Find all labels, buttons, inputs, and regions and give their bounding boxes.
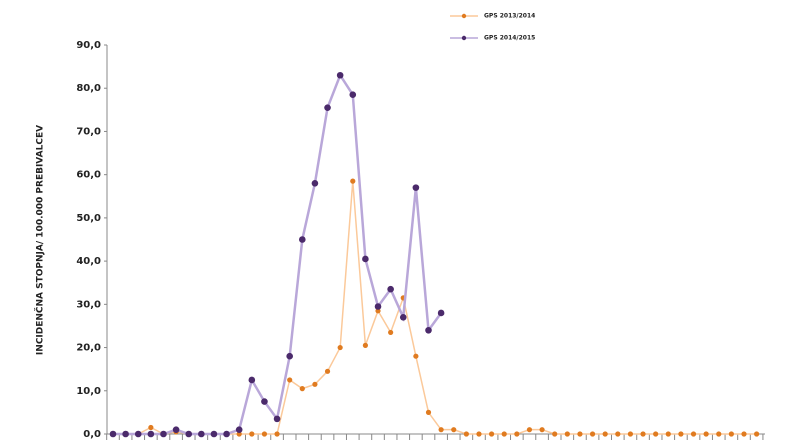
point — [223, 430, 230, 438]
point — [564, 431, 570, 437]
point — [703, 431, 709, 437]
point — [362, 342, 368, 348]
point — [248, 376, 256, 384]
point — [665, 431, 671, 437]
y-tick-label: 70,0 — [76, 126, 101, 137]
point — [350, 178, 356, 184]
point — [514, 431, 520, 437]
y-tick-label: 90,0 — [76, 40, 101, 51]
point — [425, 326, 432, 334]
point — [299, 236, 306, 243]
point — [198, 430, 205, 438]
point — [172, 426, 180, 433]
point — [122, 430, 129, 438]
point — [678, 431, 684, 437]
point — [615, 431, 621, 437]
point — [286, 352, 293, 360]
point — [501, 431, 507, 437]
point — [728, 431, 734, 437]
y-tick-label: 30,0 — [76, 299, 101, 310]
point — [412, 184, 420, 191]
point — [147, 430, 155, 438]
point — [526, 427, 533, 433]
point — [539, 427, 545, 433]
point — [388, 329, 394, 336]
point — [476, 431, 482, 437]
y-tick-label: 50,0 — [76, 213, 101, 224]
point — [437, 309, 445, 317]
point — [337, 344, 343, 351]
point — [589, 431, 596, 437]
point — [148, 424, 154, 431]
point — [185, 430, 193, 438]
point — [362, 255, 369, 263]
y-tick-label: 10,0 — [76, 386, 101, 397]
point — [716, 431, 722, 437]
point — [210, 430, 218, 438]
point — [312, 381, 318, 387]
point — [602, 431, 608, 437]
point — [627, 431, 634, 437]
y-axis-title: INCIDENČNA STOPNJA/ 100.000 PREBIVALCEV — [34, 125, 46, 355]
point — [552, 431, 558, 437]
point — [374, 303, 382, 310]
legend-marker — [461, 35, 467, 41]
point — [413, 353, 419, 359]
point — [690, 431, 697, 437]
y-tick-label: 60,0 — [76, 170, 101, 181]
point — [299, 386, 305, 392]
point — [336, 71, 344, 79]
y-tick-label: 0,0 — [83, 429, 101, 440]
point — [387, 285, 394, 293]
point — [754, 431, 760, 437]
point — [287, 377, 293, 383]
point — [425, 409, 432, 415]
legend-label: GPS 2014/2015 — [484, 35, 535, 42]
point — [653, 431, 659, 437]
point — [489, 431, 495, 437]
point — [438, 427, 444, 433]
point — [741, 431, 747, 437]
point — [324, 104, 331, 111]
y-tick-label: 80,0 — [76, 83, 101, 94]
point — [463, 431, 469, 437]
point — [274, 431, 280, 437]
point — [160, 430, 167, 438]
legend-label: GPS 2013/2014 — [484, 13, 535, 20]
point — [399, 314, 407, 321]
point — [261, 431, 268, 437]
y-tick-label: 20,0 — [76, 343, 101, 354]
point — [109, 430, 117, 438]
point — [249, 431, 255, 437]
point — [311, 180, 319, 187]
y-tick-label: 40,0 — [76, 256, 101, 267]
point — [235, 426, 243, 433]
point — [451, 427, 457, 433]
point — [261, 398, 268, 405]
point — [324, 368, 331, 374]
point — [577, 431, 583, 437]
legend-marker — [461, 13, 467, 19]
point — [349, 91, 357, 99]
point — [640, 431, 646, 437]
point — [273, 415, 281, 423]
point — [134, 430, 142, 438]
